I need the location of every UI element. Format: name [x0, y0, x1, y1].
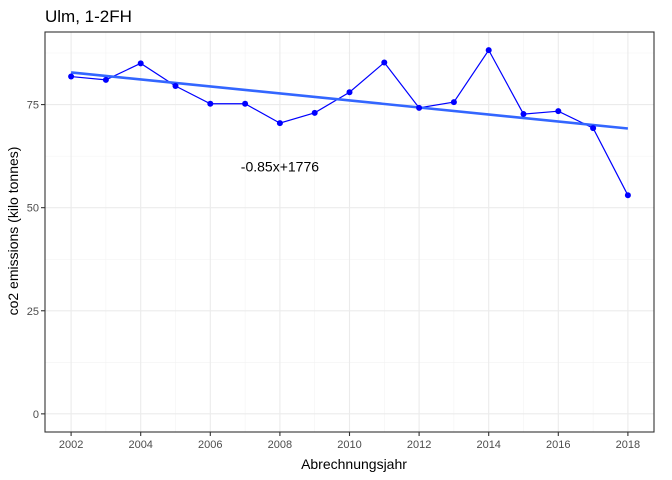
x-axis-title: Abrechnungsjahr: [301, 456, 407, 472]
x-tick-label: 2010: [337, 439, 361, 451]
major-gridlines: [45, 32, 654, 432]
y-tick-label: 75: [27, 100, 39, 112]
data-point: [555, 108, 562, 115]
y-tick-label: 0: [33, 409, 39, 421]
data-point: [416, 104, 423, 111]
plot-panel: -0.85x+1776: [44, 31, 655, 433]
x-tick-label: 2014: [476, 439, 500, 451]
x-tick-label: 2006: [198, 439, 222, 451]
chart-title: Ulm, 1-2FH: [45, 7, 132, 26]
x-tick-label: 2004: [128, 439, 152, 451]
x-tick-label: 2002: [59, 439, 83, 451]
data-point: [242, 100, 249, 107]
data-point: [346, 89, 353, 96]
y-tick-label: 50: [27, 203, 39, 215]
data-point: [381, 59, 388, 66]
y-tick-label: 25: [27, 306, 39, 318]
data-point: [68, 73, 75, 80]
data-point: [450, 99, 457, 106]
data-point: [624, 192, 631, 199]
x-tick-label: 2008: [268, 439, 292, 451]
data-point: [172, 83, 179, 90]
y-axis: 0 25 50 75: [27, 100, 45, 421]
data-point: [276, 120, 283, 127]
data-marks: [68, 47, 631, 199]
data-point: [137, 60, 144, 67]
data-point: [520, 111, 527, 118]
data-point: [102, 76, 109, 83]
data-point: [207, 100, 214, 107]
data-point: [485, 47, 492, 54]
x-tick-label: 2012: [407, 439, 431, 451]
x-axis: 2002 2004 2006 2008 2010 2012 2014 2016 2018: [59, 432, 640, 451]
trend-line: [70, 71, 629, 130]
data-point: [590, 125, 597, 132]
x-tick-label: 2018: [616, 439, 640, 451]
y-axis-title: co2 emissions (kilo tonnes): [5, 147, 21, 316]
data-point: [311, 109, 318, 116]
trend-equation-label: -0.85x+1776: [241, 158, 319, 174]
x-tick-label: 2016: [546, 439, 570, 451]
